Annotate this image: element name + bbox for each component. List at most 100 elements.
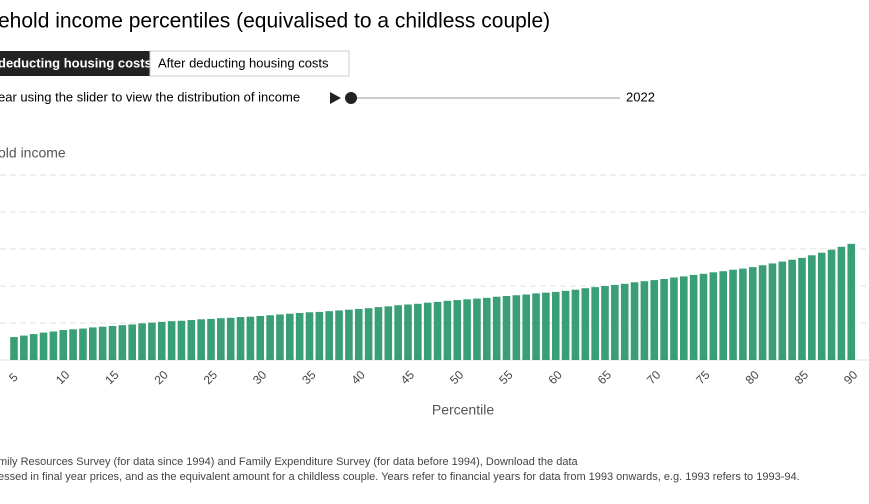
bar bbox=[276, 314, 284, 360]
bar bbox=[670, 277, 678, 360]
bar bbox=[443, 300, 452, 360]
bar bbox=[138, 323, 146, 360]
x-tick-label: 55 bbox=[496, 368, 516, 388]
x-tick-label: 40 bbox=[348, 368, 368, 388]
bar bbox=[473, 298, 481, 360]
bar bbox=[148, 322, 156, 360]
footer-note: essed in final year prices, and as the e… bbox=[0, 471, 800, 483]
tab[interactable] bbox=[149, 50, 350, 77]
x-tick-label: 15 bbox=[102, 368, 122, 388]
bar bbox=[197, 319, 205, 360]
bar bbox=[847, 243, 856, 360]
bar bbox=[226, 317, 235, 360]
bar bbox=[374, 307, 383, 360]
slider-handle[interactable] bbox=[345, 92, 357, 104]
bar bbox=[315, 311, 324, 360]
x-axis-label: Percentile bbox=[432, 402, 494, 418]
footer-source: mily Resources Survey (for data since 19… bbox=[0, 456, 579, 468]
bar bbox=[817, 252, 826, 360]
bar bbox=[59, 330, 68, 360]
bar bbox=[286, 313, 294, 360]
bar bbox=[492, 296, 501, 360]
bar bbox=[591, 287, 599, 360]
bar bbox=[20, 335, 28, 360]
x-tick-label: 70 bbox=[644, 368, 664, 388]
bar bbox=[108, 325, 117, 360]
bar bbox=[98, 326, 107, 360]
slider-value: 2022 bbox=[626, 89, 655, 104]
bar bbox=[709, 272, 718, 360]
bar bbox=[620, 283, 629, 360]
bar bbox=[542, 292, 550, 360]
bar bbox=[256, 315, 265, 360]
bar bbox=[266, 315, 274, 360]
x-tick-label: 50 bbox=[447, 368, 467, 388]
bar bbox=[611, 284, 619, 360]
bar bbox=[640, 281, 649, 360]
bar bbox=[532, 293, 540, 360]
bar bbox=[49, 331, 58, 360]
bar bbox=[207, 318, 215, 360]
bar bbox=[719, 271, 727, 360]
x-tick-label: 85 bbox=[792, 368, 812, 388]
x-tick-label: 75 bbox=[693, 368, 713, 388]
bar bbox=[581, 288, 590, 360]
bar bbox=[680, 276, 688, 360]
x-tick-label: 25 bbox=[201, 368, 221, 388]
bar bbox=[79, 328, 87, 360]
bar bbox=[335, 310, 343, 360]
bar bbox=[571, 289, 580, 360]
bar bbox=[414, 303, 422, 360]
bar bbox=[404, 304, 412, 360]
bar bbox=[739, 268, 747, 360]
bar bbox=[729, 269, 737, 360]
x-tick-label: 30 bbox=[250, 368, 270, 388]
bar bbox=[10, 337, 18, 360]
bar bbox=[748, 267, 757, 360]
bar bbox=[295, 313, 304, 360]
bar bbox=[483, 297, 491, 360]
chart-title: ehold income percentiles (equivalised to… bbox=[0, 10, 550, 33]
bar bbox=[837, 246, 846, 360]
bar bbox=[512, 295, 521, 360]
bar bbox=[177, 320, 186, 360]
bar bbox=[808, 255, 816, 360]
bar bbox=[827, 249, 836, 360]
bar bbox=[236, 317, 245, 360]
bar bbox=[345, 309, 353, 360]
bar bbox=[758, 265, 767, 360]
bar bbox=[305, 312, 314, 360]
bar bbox=[522, 294, 530, 360]
bar bbox=[778, 261, 787, 360]
bar bbox=[128, 324, 136, 360]
bar bbox=[433, 301, 442, 360]
bar bbox=[29, 334, 38, 360]
bar bbox=[660, 278, 668, 360]
bar bbox=[187, 320, 196, 360]
tab-label[interactable]: deducting housing costs bbox=[0, 55, 152, 70]
bar bbox=[630, 282, 639, 360]
bar bbox=[551, 291, 560, 360]
x-tick-label: 10 bbox=[53, 368, 73, 388]
bar bbox=[601, 286, 609, 360]
bar bbox=[325, 311, 333, 360]
bar bbox=[788, 259, 796, 360]
x-tick-label: 5 bbox=[6, 370, 21, 385]
bar bbox=[689, 274, 698, 360]
tab-label[interactable]: After deducting housing costs bbox=[158, 55, 329, 70]
play-button[interactable] bbox=[330, 92, 341, 104]
bar bbox=[699, 273, 708, 360]
bar bbox=[354, 308, 363, 360]
bar bbox=[423, 302, 432, 360]
bar bbox=[502, 295, 511, 360]
bar bbox=[217, 318, 225, 360]
bar bbox=[453, 300, 462, 360]
slider-text: ear using the slider to view the distrib… bbox=[0, 89, 300, 104]
tab-active[interactable] bbox=[0, 51, 150, 76]
bar bbox=[650, 280, 659, 360]
y-axis-label: old income bbox=[0, 145, 66, 161]
bar bbox=[39, 332, 48, 360]
bar bbox=[768, 263, 777, 360]
x-tick-label: 35 bbox=[299, 368, 319, 388]
